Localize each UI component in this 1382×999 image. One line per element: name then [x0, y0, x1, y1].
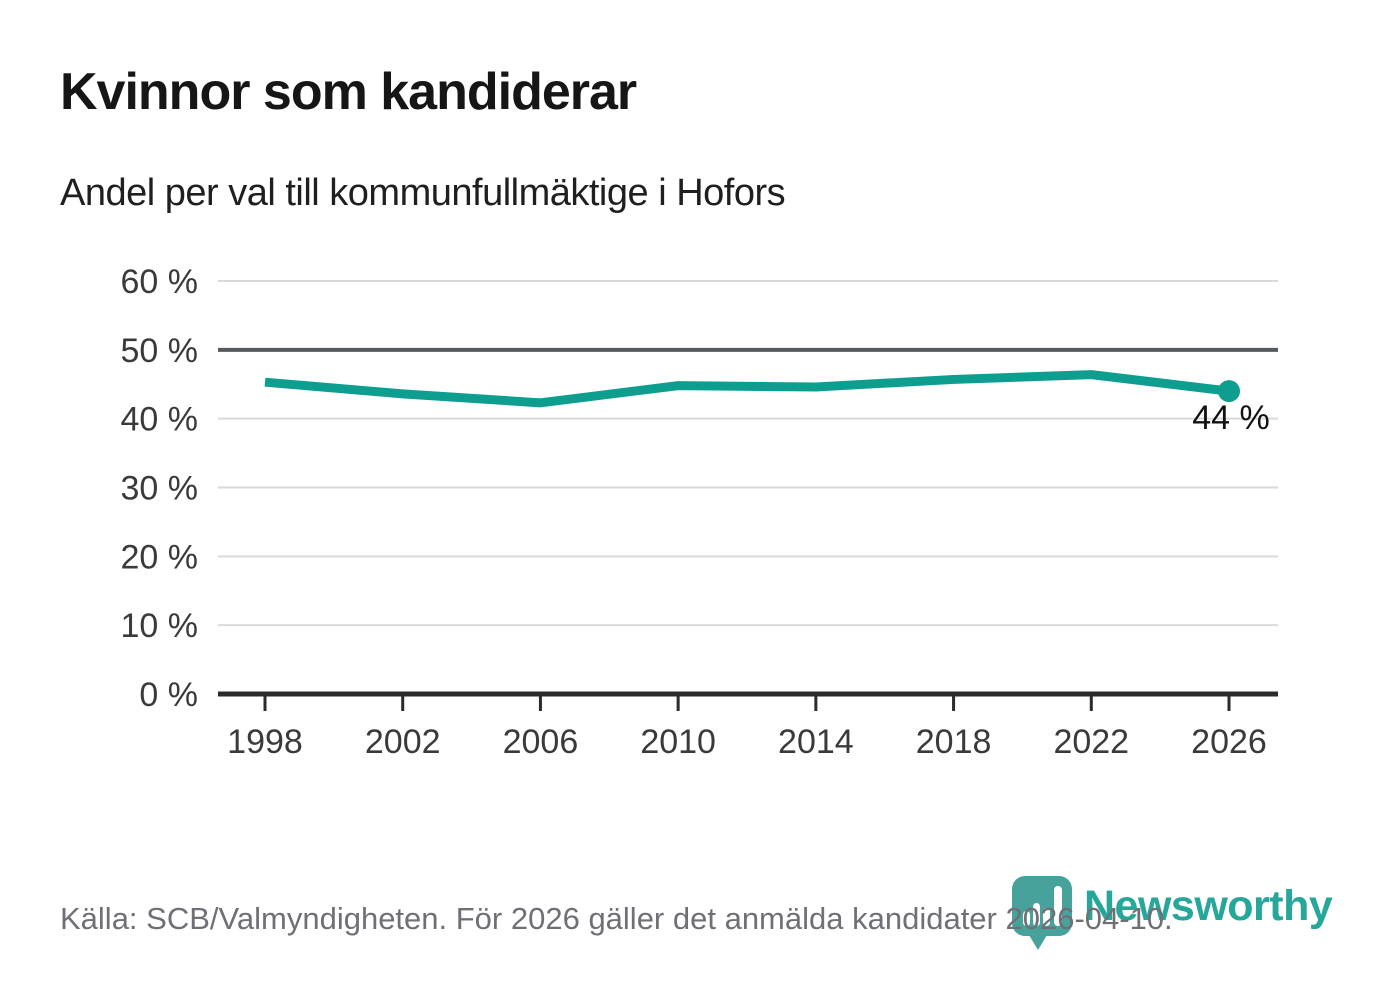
endpoint-value-label: 44 %: [1192, 399, 1270, 437]
y-tick-label: 40 %: [121, 401, 199, 439]
x-tick-label: 2006: [503, 723, 579, 761]
page-title: Kvinnor som kandiderar: [60, 63, 637, 121]
x-tick-label: 2022: [1053, 723, 1129, 761]
x-tick-label: 2014: [778, 723, 854, 761]
y-tick-label: 60 %: [121, 263, 199, 301]
x-tick-label: 2010: [640, 723, 716, 761]
x-tick-label: 2018: [916, 723, 992, 761]
x-tick-label: 1998: [227, 723, 303, 761]
y-tick-label: 20 %: [121, 538, 199, 576]
newsworthy-icon: [1012, 876, 1072, 950]
x-tick-label: 2002: [365, 723, 441, 761]
chart-subtitle: Andel per val till kommunfullmäktige i H…: [60, 172, 786, 214]
x-tick-label: 2026: [1191, 723, 1267, 761]
newsworthy-logo: Newsworthy: [1010, 874, 1333, 952]
series-line-women-share: [264, 370, 1230, 408]
source-note: Källa: SCB/Valmyndigheten. För 2026 gäll…: [60, 901, 1173, 936]
y-tick-label: 50 %: [121, 332, 199, 370]
y-tick-label: 30 %: [121, 470, 199, 508]
y-tick-label: 10 %: [121, 607, 199, 645]
y-tick-label: 0 %: [139, 676, 198, 714]
newsworthy-wordmark: Newsworthy: [1084, 882, 1333, 930]
endpoint-marker: [1218, 380, 1240, 403]
